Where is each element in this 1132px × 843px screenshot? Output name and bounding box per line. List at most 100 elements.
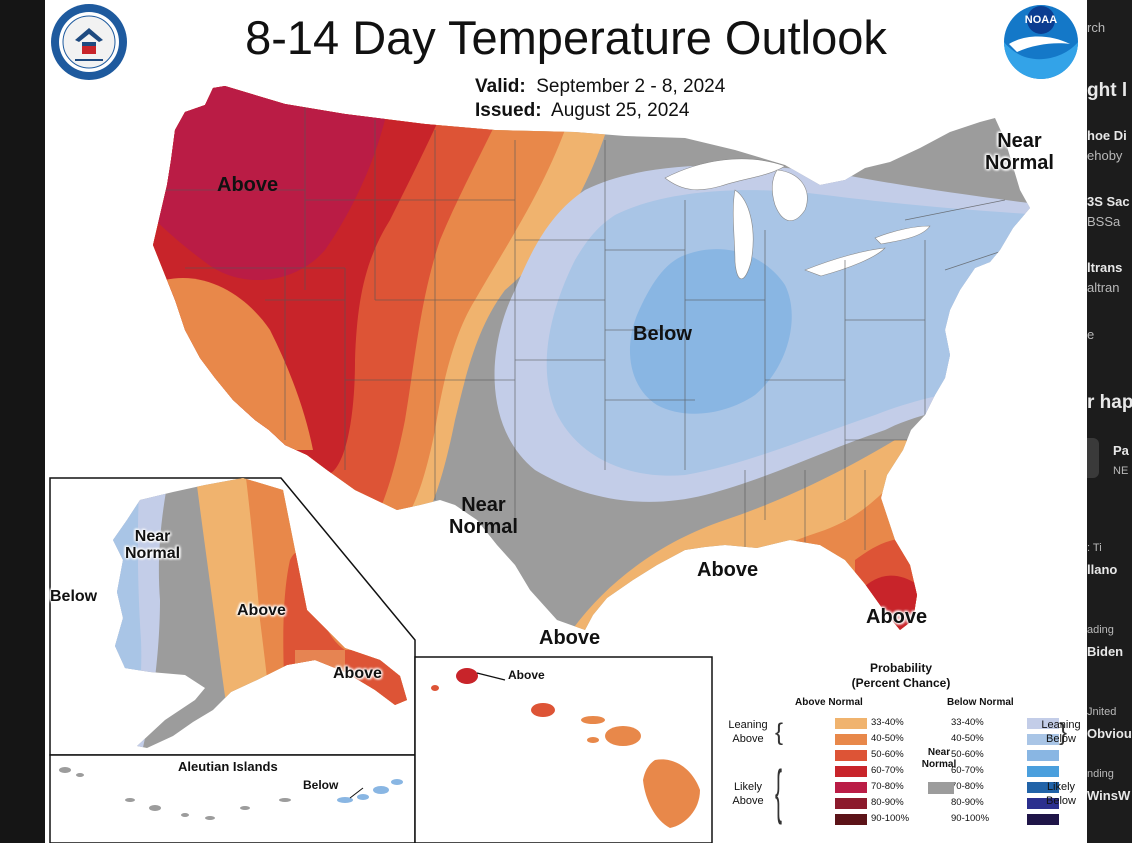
label-northeast-near-line2: Normal: [985, 151, 1054, 174]
legend-below-swatch: [1027, 814, 1059, 825]
bg-heading: ght l: [1087, 80, 1128, 101]
legend-title: Probability (Percent Chance): [715, 661, 1087, 691]
bg-search-text: rch: [1087, 20, 1106, 35]
legend-title-line2: (Percent Chance): [851, 676, 951, 690]
legend-above-range: 50-60%: [871, 749, 904, 760]
bg-link[interactable]: 3S Sac: [1087, 194, 1130, 209]
legend-near-line2: Normal: [921, 759, 957, 770]
label-northeast-near-line1: Near: [997, 130, 1042, 152]
label-west-above: Above: [217, 174, 279, 196]
issued-value: August 25, 2024: [551, 100, 690, 121]
map-title: 8-14 Day Temperature Outlook: [245, 11, 887, 64]
bg-sub: nding: [1087, 768, 1114, 780]
legend-above-swatch: [835, 798, 867, 809]
legend-below-range: 60-70%: [951, 765, 984, 776]
label-northeast-near: Near Normal: [985, 130, 1054, 174]
legend-likely-below: Likely Below: [1033, 780, 1087, 808]
legend-below-swatch: [1027, 798, 1059, 809]
bg-heading: r hap: [1087, 392, 1132, 413]
label-alaska-above-interior: Above: [237, 602, 286, 619]
legend-below-range: 33-40%: [951, 717, 984, 728]
legend-above-header: Above Normal: [795, 697, 863, 708]
legend-leaning-below-line1: Leaning: [1041, 719, 1081, 731]
label-southeast-above: Above: [697, 559, 759, 581]
legend-leaning-above-line1: Leaning: [728, 719, 768, 731]
probability-legend: Probability (Percent Chance) Above Norma…: [715, 655, 1087, 843]
label-texas-near-line2: Normal: [449, 515, 518, 538]
label-alaska-near-line2: Normal: [125, 545, 181, 563]
legend-leaning-below-line2: Below: [1046, 733, 1076, 745]
label-aleutian-below: Below: [303, 778, 339, 792]
legend-above-range: 90-100%: [871, 813, 910, 824]
legend-likely-below-line1: Likely: [1046, 781, 1076, 793]
state-borders: [165, 90, 1006, 560]
aleutian-inset-frame: [49, 754, 416, 843]
legend-below-swatch: [1027, 718, 1059, 729]
legend-above-swatch: [835, 750, 867, 761]
outlook-map-image: 8-14 Day Temperature Outlook Valid: Sept…: [45, 0, 1087, 843]
legend-near-normal-swatch: [928, 782, 954, 794]
label-gulf-above: Above: [539, 627, 601, 649]
legend-below-swatch: [1027, 782, 1059, 793]
bg-link[interactable]: Pa: [1113, 443, 1129, 458]
bg-link[interactable]: WinsW: [1087, 788, 1131, 803]
bg-sub: ehoby: [1087, 148, 1123, 163]
legend-likely-above-line2: Above: [732, 795, 764, 807]
legend-likely-above-line1: Likely: [733, 781, 763, 793]
valid-dates: Valid: September 2 - 8, 2024: [475, 76, 725, 98]
legend-below-range: 80-90%: [951, 797, 984, 808]
label-hawaii-above: Above: [508, 668, 545, 682]
label-florida-above: Above: [866, 606, 928, 628]
legend-below-swatch: [1027, 734, 1059, 745]
legend-below-range: 90-100%: [951, 813, 990, 824]
noaa-logo-text: NOAA: [1024, 14, 1058, 26]
legend-above-range: 80-90%: [871, 797, 904, 808]
legend-above-range: 60-70%: [871, 765, 904, 776]
bg-sub: NE: [1113, 465, 1129, 477]
legend-above-swatch: [835, 766, 867, 777]
left-dark-margin: [0, 0, 45, 843]
commerce-seal-logo: [51, 4, 127, 80]
background-page-sidebar: rch ght l hoe Di ehoby 3S Sac BSSa ltran…: [1087, 0, 1132, 843]
noaa-logo: [1004, 5, 1078, 79]
legend-brace-right-top: }: [1059, 719, 1068, 746]
great-lakes: [664, 158, 931, 280]
bg-sub: : Ti: [1087, 542, 1102, 554]
legend-above-swatch: [835, 814, 867, 825]
legend-below-range: 50-60%: [951, 749, 984, 760]
legend-below-range: 40-50%: [951, 733, 984, 744]
valid-value: September 2 - 8, 2024: [536, 76, 726, 97]
legend-below-swatch: [1027, 750, 1059, 761]
legend-likely-below-line2: Below: [1046, 795, 1076, 807]
legend-above-swatch: [835, 718, 867, 729]
label-texas-near: Near Normal: [449, 494, 518, 538]
label-texas-near-line1: Near: [461, 494, 506, 516]
bg-sub: e: [1087, 327, 1095, 342]
legend-above-swatch: [835, 734, 867, 745]
hawaii-above-leader: [476, 672, 506, 681]
legend-title-line1: Probability: [869, 661, 932, 675]
legend-leaning-above: Leaning Above: [720, 718, 776, 746]
legend-leaning-below: Leaning Below: [1033, 718, 1087, 746]
label-alaska-near-line1: Near: [134, 528, 171, 545]
aleutian-title: Aleutian Islands: [178, 759, 278, 774]
label-alaska-above-panhandle: Above: [333, 665, 382, 682]
legend-below-header: Below Normal: [947, 697, 1014, 708]
temperature-outlook-map: [49, 4, 1078, 843]
bg-link[interactable]: llano: [1087, 562, 1118, 577]
bg-avatar: [1087, 438, 1099, 478]
legend-below-range: 70-80%: [951, 781, 984, 792]
bg-sub: BSSa: [1087, 214, 1121, 229]
legend-above-range: 70-80%: [871, 781, 904, 792]
label-alaska-near: Near Normal: [125, 528, 180, 563]
hawaii-islands: [431, 668, 700, 828]
bg-link[interactable]: ltrans: [1087, 260, 1123, 275]
bg-link[interactable]: Obviou: [1087, 726, 1132, 741]
aleutian-below-leader: [349, 787, 364, 799]
bg-link[interactable]: Biden: [1087, 644, 1124, 659]
legend-near-normal-label: Near Normal: [921, 747, 957, 771]
legend-brace-left-top: {: [775, 719, 784, 746]
aleutian-islands: [59, 767, 291, 820]
bg-link[interactable]: hoe Di: [1087, 128, 1127, 143]
legend-leaning-above-line2: Above: [732, 733, 764, 745]
